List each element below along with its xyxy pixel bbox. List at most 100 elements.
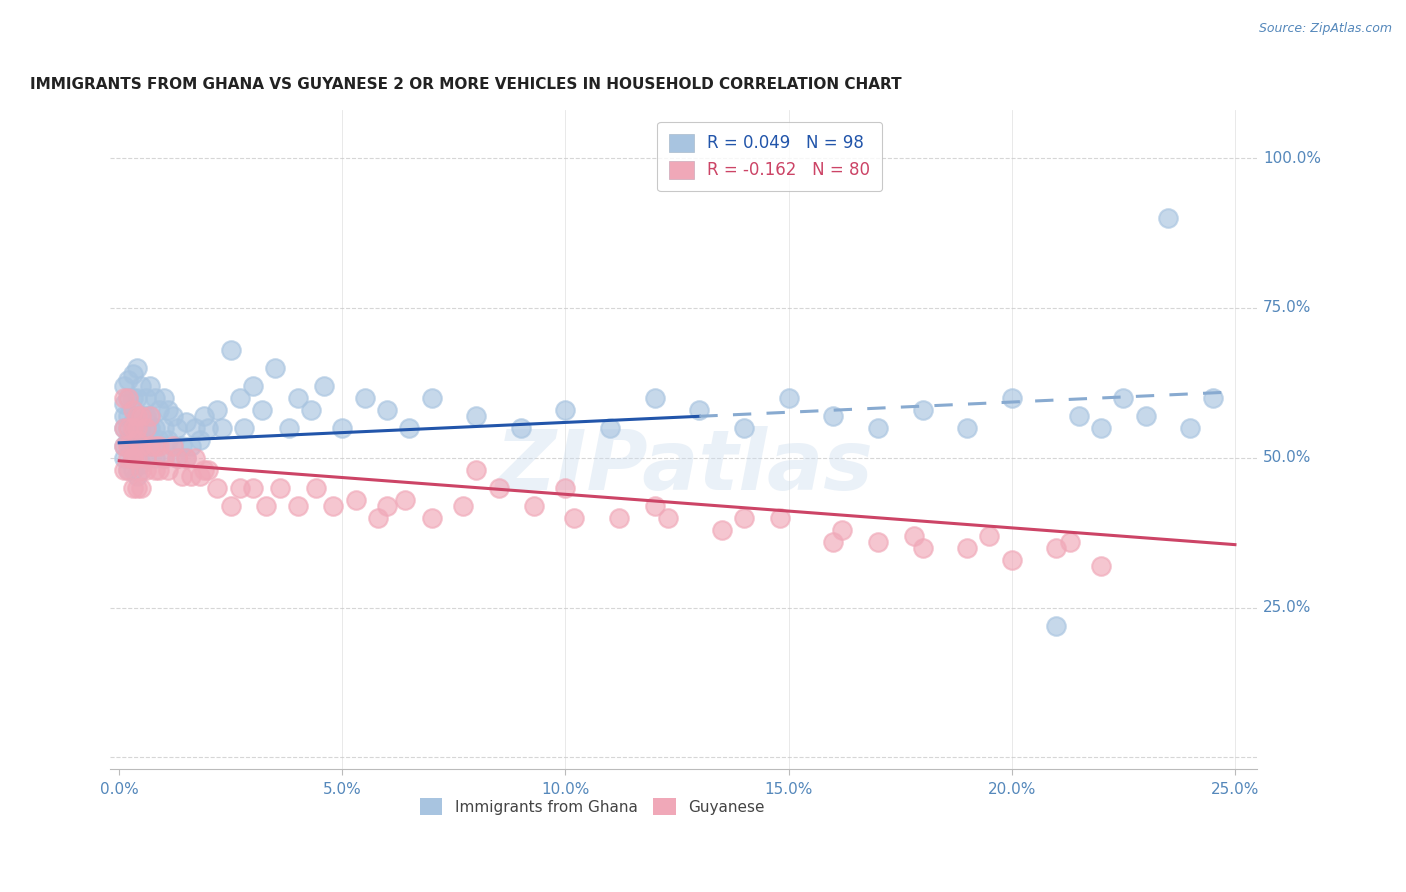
Point [1180,421,1202,435]
Point [207,481,229,495]
Point [117,391,139,405]
Point [174,450,197,465]
Point [911,402,934,417]
Point [112,391,135,405]
Text: Source: ZipAtlas.com: Source: ZipAtlas.com [1258,22,1392,36]
Point [1045,618,1067,632]
Point [264,360,287,375]
Point [143,391,166,405]
Point [174,415,197,429]
Point [121,439,143,453]
Point [117,421,139,435]
Point [125,468,148,483]
Point [242,481,264,495]
Point [112,421,135,435]
Point [644,391,666,405]
Point [488,481,510,495]
Point [148,402,170,417]
Point [193,463,215,477]
Point [157,402,180,417]
Point [1090,558,1112,573]
Point [956,541,979,555]
Point [375,402,398,417]
Text: 50.0%: 50.0% [1263,450,1312,466]
Point [219,343,242,357]
Point [184,450,207,465]
Point [314,379,336,393]
Point [125,391,148,405]
Point [420,510,443,524]
Point [153,450,176,465]
Point [125,450,148,465]
Point [131,439,153,453]
Point [1112,391,1135,405]
Point [112,421,135,435]
Point [911,541,934,555]
Point [112,439,135,453]
Point [135,463,157,477]
Point [131,409,153,423]
Point [117,391,139,405]
Text: 100.0%: 100.0% [1263,151,1322,166]
Point [112,463,135,477]
Point [166,450,188,465]
Point [710,523,733,537]
Point [420,391,443,405]
Point [121,391,143,405]
Point [188,433,211,447]
Point [117,463,139,477]
Point [256,499,278,513]
Point [451,499,474,513]
Point [153,391,176,405]
Point [121,426,143,441]
Point [131,421,153,435]
Point [233,421,256,435]
Point [330,421,353,435]
Point [143,439,166,453]
Point [188,468,211,483]
Point [1045,541,1067,555]
Point [139,409,162,423]
Point [1059,534,1081,549]
Point [831,523,853,537]
Point [162,439,184,453]
Point [823,409,845,423]
Text: ZIPatlas: ZIPatlas [495,425,873,507]
Point [148,463,170,477]
Point [135,409,157,423]
Point [131,379,153,393]
Point [166,421,188,435]
Point [465,409,488,423]
Point [1001,552,1024,566]
Point [657,510,679,524]
Point [153,421,176,435]
Point [125,421,148,435]
Point [143,463,166,477]
Point [1135,409,1157,423]
Point [322,499,344,513]
Point [117,421,139,435]
Point [125,439,148,453]
Point [287,499,309,513]
Point [523,499,546,513]
Point [135,391,157,405]
Point [162,439,184,453]
Point [117,450,139,465]
Point [148,439,170,453]
Point [197,421,219,435]
Point [866,421,889,435]
Point [866,534,889,549]
Point [979,529,1001,543]
Point [180,468,202,483]
Point [125,415,148,429]
Point [121,450,143,465]
Point [131,463,153,477]
Point [367,510,389,524]
Point [125,433,148,447]
Point [117,409,139,423]
Point [121,481,143,495]
Point [162,409,184,423]
Point [112,379,135,393]
Point [644,499,666,513]
Point [135,450,157,465]
